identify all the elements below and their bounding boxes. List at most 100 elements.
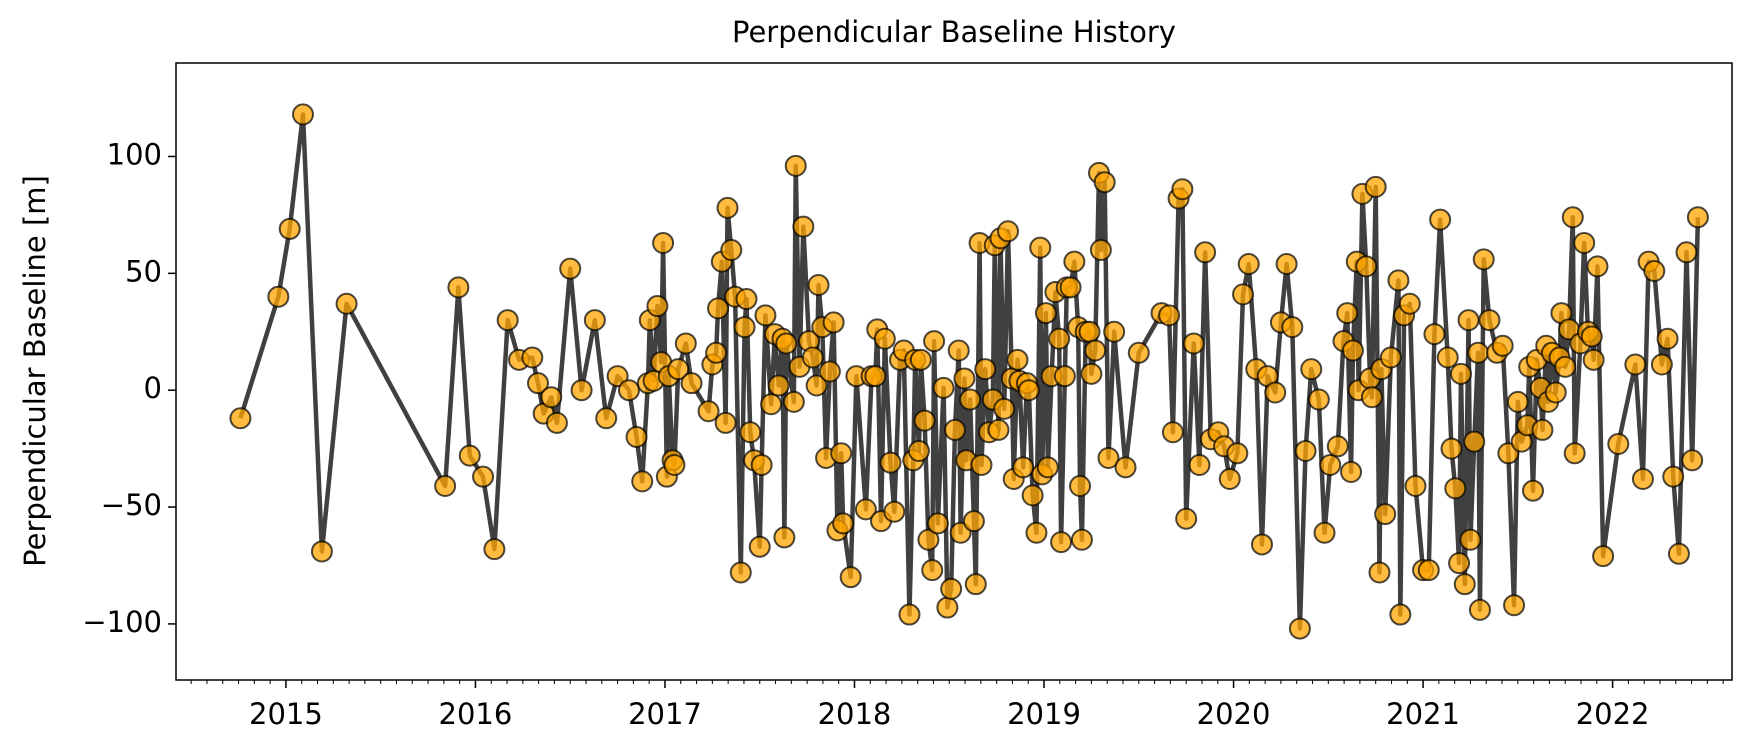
acquisition-point xyxy=(1463,430,1486,453)
acquisition-point xyxy=(631,470,654,493)
acquisition-point xyxy=(1250,533,1273,556)
acquisition-point xyxy=(1444,477,1467,500)
acquisition-point xyxy=(1281,316,1304,339)
acquisition-point xyxy=(1029,236,1052,259)
acquisition-point xyxy=(716,196,739,219)
acquisition-point xyxy=(1573,231,1596,254)
acquisition-point xyxy=(1264,381,1287,404)
acquisition-point xyxy=(1436,346,1459,369)
acquisition-point xyxy=(1423,323,1446,346)
acquisition-point xyxy=(1080,362,1103,385)
acquisition-point xyxy=(1300,358,1323,381)
acquisition-point xyxy=(947,339,970,362)
acquisition-point xyxy=(697,400,720,423)
acquisition-point xyxy=(1457,309,1480,332)
acquisition-point xyxy=(1127,341,1150,364)
acquisition-point xyxy=(907,439,930,462)
acquisition-point xyxy=(1084,339,1107,362)
acquisition-point xyxy=(1387,269,1410,292)
acquisition-point xyxy=(1194,241,1217,264)
acquisition-point xyxy=(1624,353,1647,376)
acquisition-point xyxy=(993,397,1016,420)
acquisition-point xyxy=(663,453,686,476)
acquisition-point xyxy=(526,372,549,395)
acquisition-point xyxy=(1182,332,1205,355)
acquisition-point xyxy=(987,418,1010,441)
acquisition-point xyxy=(807,274,830,297)
acquisition-point xyxy=(873,327,896,350)
acquisition-point xyxy=(705,341,728,364)
acquisition-point xyxy=(496,309,519,332)
acquisition-point xyxy=(1237,252,1260,275)
acquisition-point xyxy=(1360,386,1383,409)
acquisition-point xyxy=(458,444,481,467)
acquisition-point xyxy=(1681,449,1704,472)
acquisition-point xyxy=(883,500,906,523)
acquisition-point xyxy=(1374,503,1397,526)
acquisition-point xyxy=(735,288,758,311)
acquisition-point xyxy=(570,379,593,402)
acquisition-point xyxy=(1429,208,1452,231)
acquisition-point xyxy=(1506,390,1529,413)
acquisition-point xyxy=(754,304,777,327)
acquisition-point xyxy=(1171,178,1194,201)
acquisition-point xyxy=(1364,175,1387,198)
acquisition-point xyxy=(879,451,902,474)
acquisition-point xyxy=(909,348,932,371)
acquisition-point xyxy=(434,475,457,498)
x-tick-label: 2015 xyxy=(249,697,323,731)
acquisition-point xyxy=(1025,521,1048,544)
acquisition-point xyxy=(447,276,470,299)
acquisition-point xyxy=(974,358,997,381)
acquisition-point xyxy=(1017,379,1040,402)
acquisition-point xyxy=(1069,475,1092,498)
acquisition-point xyxy=(805,374,828,397)
acquisition-point xyxy=(1336,302,1359,325)
acquisition-point xyxy=(667,358,690,381)
acquisition-point xyxy=(733,316,756,339)
acquisition-point xyxy=(1319,453,1342,476)
y-tick-label: 50 xyxy=(125,254,162,288)
acquisition-point xyxy=(652,231,675,254)
acquisition-point xyxy=(1675,241,1698,264)
acquisition-point xyxy=(1114,456,1137,479)
acquisition-point xyxy=(335,292,358,315)
acquisition-point xyxy=(1103,320,1126,343)
acquisition-point xyxy=(818,360,841,383)
acquisition-point xyxy=(1404,475,1427,498)
acquisition-point xyxy=(1656,327,1679,350)
acquisition-point xyxy=(822,311,845,334)
acquisition-point xyxy=(921,559,944,582)
acquisition-point xyxy=(1188,453,1211,476)
acquisition-point xyxy=(1554,355,1577,378)
acquisition-point xyxy=(1478,309,1501,332)
x-tick-label: 2022 xyxy=(1576,697,1650,731)
acquisition-point xyxy=(1662,465,1685,488)
y-axis-label: Perpendicular Baseline [m] xyxy=(18,175,52,567)
x-tick-label: 2018 xyxy=(818,697,892,731)
acquisition-point xyxy=(801,346,824,369)
acquisition-point xyxy=(943,418,966,441)
y-tick-label: 100 xyxy=(107,137,162,171)
y-tick-label: 0 xyxy=(144,371,162,405)
acquisition-point xyxy=(1048,327,1071,350)
acquisition-point xyxy=(1631,468,1654,491)
acquisition-point xyxy=(707,297,730,320)
acquisition-point xyxy=(1379,346,1402,369)
acquisition-point xyxy=(1491,334,1514,357)
acquisition-point xyxy=(625,425,648,448)
acquisition-point xyxy=(913,409,936,432)
acquisition-point xyxy=(1650,353,1673,376)
acquisition-point xyxy=(1503,594,1526,617)
acquisition-point xyxy=(1158,304,1181,327)
acquisition-point xyxy=(617,379,640,402)
acquisition-point xyxy=(1059,276,1082,299)
acquisition-point xyxy=(1467,341,1490,364)
y-tick-label: −50 xyxy=(101,488,162,522)
acquisition-point xyxy=(1294,439,1317,462)
acquisition-point xyxy=(940,577,963,600)
acquisition-point xyxy=(1563,442,1586,465)
plot-frame xyxy=(175,62,1733,681)
acquisition-point xyxy=(1053,365,1076,388)
